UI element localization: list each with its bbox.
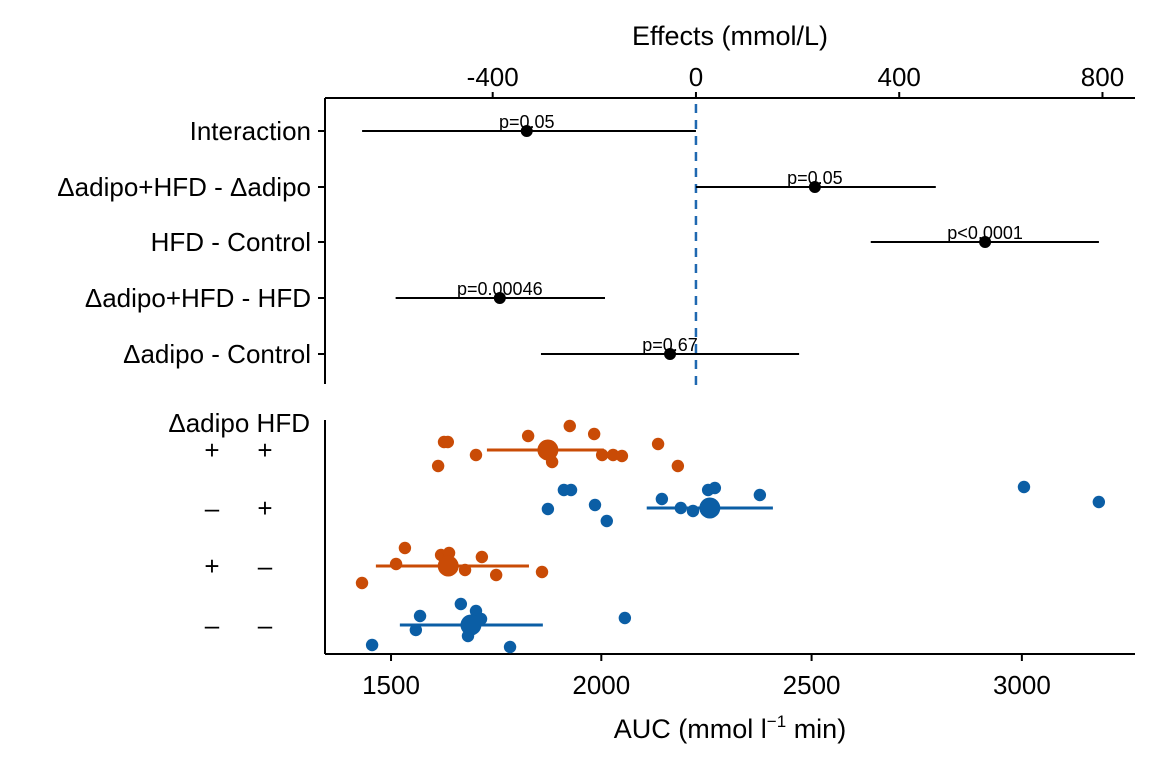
effect-estimate-point xyxy=(493,292,506,304)
top-tick-label: 0 xyxy=(689,62,703,92)
bottom-tick-label: 1500 xyxy=(362,670,420,700)
data-point xyxy=(441,435,455,449)
data-point xyxy=(454,597,468,611)
group-mean-point xyxy=(437,555,459,577)
p-value-label: p=0.05 xyxy=(499,112,555,132)
bottom-tick-label: 2000 xyxy=(572,670,630,700)
forest-row: Δadipo+HFD - Δadipo p=0.05 xyxy=(57,168,936,202)
top-tick-label: 400 xyxy=(878,62,921,92)
top-axis-title: Effects (mmol/L) xyxy=(632,21,828,51)
p-value-label: p=0.00046 xyxy=(457,279,543,299)
forest-panel: Effects (mmol/L) -400 0 400 800 Interaction… xyxy=(57,21,1135,390)
forest-row-label: Δadipo+HFD - Δadipo xyxy=(57,172,311,202)
data-point xyxy=(563,419,576,433)
data-point xyxy=(588,498,602,512)
data-point xyxy=(541,502,555,516)
hfd-factor-sign: – xyxy=(258,551,273,581)
forest-row: HFD - Control p<0.0001 xyxy=(151,223,1099,257)
group-mean-point xyxy=(699,497,721,519)
data-point xyxy=(469,448,483,462)
scatter-group: – + xyxy=(205,480,1106,528)
data-point xyxy=(1017,480,1031,494)
hfd-factor-sign: + xyxy=(257,493,272,523)
data-point xyxy=(595,448,609,462)
data-point xyxy=(475,550,489,564)
forest-row: Δadipo+HFD - HFD p=0.00046 xyxy=(85,279,605,313)
effect-estimate-point xyxy=(808,181,821,193)
hfd-factor-sign: – xyxy=(258,610,273,640)
adipo-factor-sign: + xyxy=(204,435,219,465)
effect-estimate-point xyxy=(664,348,677,360)
data-point xyxy=(587,427,601,441)
data-point xyxy=(413,609,427,623)
p-value-label: p=0.05 xyxy=(787,168,843,188)
data-point xyxy=(535,565,549,579)
hfd-factor-sign: + xyxy=(257,435,272,465)
scatter-group: + – xyxy=(204,541,549,590)
data-point xyxy=(489,568,503,582)
effect-estimate-point xyxy=(520,125,533,137)
effect-estimate-point xyxy=(979,236,992,248)
scatter-group: + + xyxy=(204,419,685,473)
forest-row-label: Δadipo - Control xyxy=(123,339,311,369)
adipo-factor-sign: – xyxy=(205,610,220,640)
data-point xyxy=(389,557,403,571)
top-tick-label: 800 xyxy=(1081,62,1124,92)
data-point xyxy=(618,611,632,625)
data-point xyxy=(708,481,722,495)
forest-row-label: Δadipo+HFD - HFD xyxy=(85,283,311,313)
data-point xyxy=(600,514,613,528)
bottom-axis-title: AUC (mmol l−1 min) xyxy=(614,712,846,744)
data-point xyxy=(671,459,685,473)
forest-row-label: HFD - Control xyxy=(151,227,311,257)
data-point xyxy=(503,640,517,654)
scatter-panel: Δadipo HFD 1500 2000 2500 3000 + +– ++ –– – AUC… xyxy=(168,408,1135,744)
top-tick-label: -400 xyxy=(467,62,519,92)
scatter-group: – – xyxy=(205,597,632,654)
data-point xyxy=(409,623,423,637)
p-value-label: p<0.0001 xyxy=(947,223,1023,243)
data-point xyxy=(1092,495,1106,509)
data-point xyxy=(655,492,669,506)
data-point xyxy=(431,459,445,473)
bottom-tick-label: 2500 xyxy=(783,670,841,700)
group-mean-point xyxy=(460,614,482,636)
p-value-label: p=0.67 xyxy=(642,335,698,355)
forest-row-label: Interaction xyxy=(190,116,311,146)
data-point xyxy=(564,483,578,497)
forest-row: Interaction p=0.05 xyxy=(190,112,696,146)
data-point xyxy=(521,429,535,443)
group-mean-point xyxy=(537,439,559,461)
data-point xyxy=(651,437,665,451)
data-point xyxy=(365,638,379,652)
bottom-tick-label: 3000 xyxy=(993,670,1051,700)
data-point xyxy=(398,541,412,555)
adipo-factor-sign: – xyxy=(205,493,220,523)
forest-row: Δadipo - Control p=0.67 xyxy=(123,335,800,369)
data-point xyxy=(615,449,629,463)
data-point xyxy=(355,576,369,590)
data-point xyxy=(753,488,767,502)
factor-header: Δadipo HFD xyxy=(168,408,310,438)
adipo-factor-sign: + xyxy=(204,551,219,581)
